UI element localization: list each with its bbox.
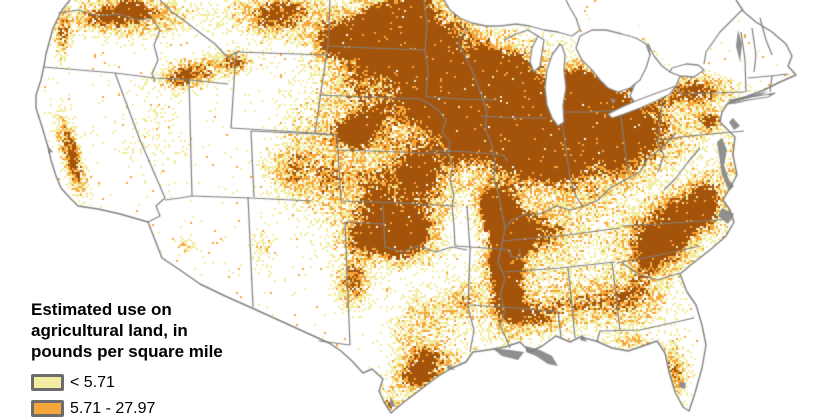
legend-item-medium: 5.71 - 27.97 [31, 400, 223, 417]
legend: Estimated use on agricultural land, in p… [31, 299, 223, 417]
legend-title-line-2: agricultural land, in [31, 321, 188, 340]
legend-item-label: 5.71 - 27.97 [70, 400, 156, 417]
legend-swatch-medium [31, 400, 64, 417]
legend-title: Estimated use on agricultural land, in p… [31, 299, 223, 362]
legend-item-label: < 5.71 [70, 374, 115, 391]
legend-title-line-3: pounds per square mile [31, 342, 223, 361]
legend-item-low: < 5.71 [31, 374, 223, 391]
legend-swatch-low [31, 374, 64, 391]
legend-title-line-1: Estimated use on [31, 300, 172, 319]
